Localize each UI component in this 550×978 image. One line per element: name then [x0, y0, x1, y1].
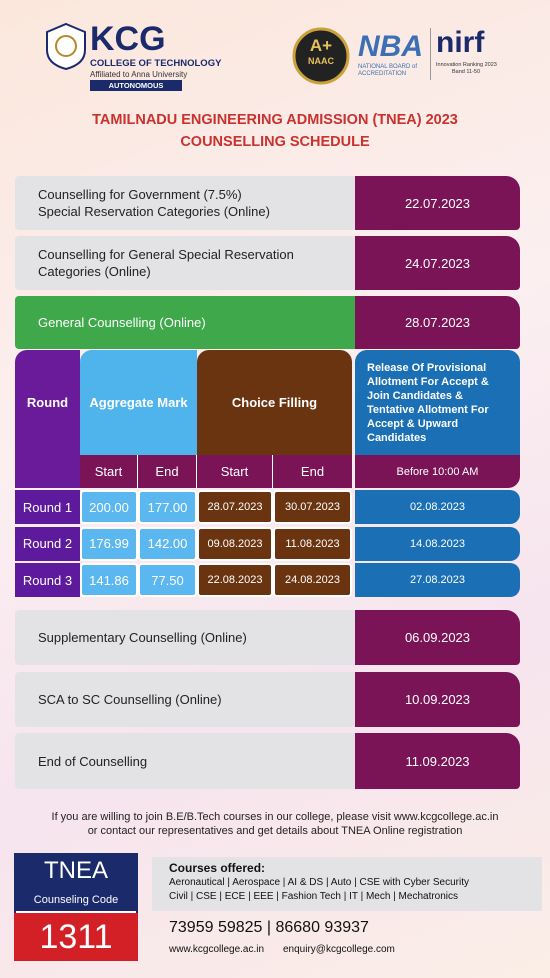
table-subheader: Start: [197, 455, 273, 488]
event: Counselling for General Special Reservat…: [15, 236, 355, 290]
table-cell: 27.08.2023: [355, 563, 520, 597]
table-cell: 142.00: [138, 526, 197, 561]
table-cell: 176.99: [80, 526, 138, 561]
tnea-code: 1311: [14, 913, 138, 961]
table-header: Choice Filling: [197, 350, 352, 455]
event-date: 11.09.2023: [355, 733, 520, 789]
event: End of Counselling: [15, 733, 355, 789]
table-cell: 09.08.2023: [197, 526, 273, 561]
logo-emblem: [46, 22, 86, 70]
naac-badge: [292, 27, 350, 85]
table-cell: 11.08.2023: [273, 526, 352, 561]
table-cell: 22.08.2023: [197, 563, 273, 597]
cell-bg: [15, 455, 80, 488]
logo-status: AUTONOMOUS: [90, 80, 182, 91]
table-cell: 30.07.2023: [273, 490, 352, 524]
website: www.kcgcollege.ac.in: [169, 944, 265, 955]
table-cell: 200.00: [80, 490, 138, 524]
nirf-label: Innovation Ranking 2023: [436, 62, 497, 68]
table-cell: 14.08.2023: [355, 526, 520, 561]
event: SCA to SC Counselling (Online): [15, 672, 355, 727]
table-cell: 28.07.2023: [197, 490, 273, 524]
table-subheader: Before 10:00 AM: [355, 455, 520, 488]
event: Counselling for Government (7.5%) Specia…: [15, 176, 355, 230]
logo-name: KCG: [90, 20, 166, 58]
table-subheader: End: [138, 455, 197, 488]
courses-bg: [152, 857, 542, 911]
title: TAMILNADU ENGINEERING ADMISSION (TNEA) 2…: [92, 112, 458, 128]
table-header: Aggregate Mark: [80, 350, 197, 455]
table-cell: 77.50: [138, 563, 197, 597]
phone: 73959 59825 | 86680 93937: [169, 919, 369, 936]
table-cell: 24.08.2023: [273, 563, 352, 597]
table-cell: 141.86: [80, 563, 138, 597]
courses: Civil | CSE | ECE | EEE | Fashion Tech |…: [169, 891, 459, 902]
table-subheader: End: [273, 455, 352, 488]
subtitle: COUNSELLING SCHEDULE: [180, 134, 370, 150]
nirf-band: Band 11-50: [452, 69, 481, 75]
event-date: 28.07.2023: [355, 296, 520, 349]
nba-name: NBA: [358, 30, 423, 63]
courses-title: Courses offered:: [169, 861, 266, 875]
tnea-sublabel: Counseling Code: [14, 889, 138, 911]
courses: Aeronautical | Aerospace | AI & DS | Aut…: [169, 877, 469, 888]
naac-label: NAAC: [308, 56, 334, 66]
round-label: Round 1: [15, 490, 80, 524]
event-date: 10.09.2023: [355, 672, 520, 727]
event-date: 24.07.2023: [355, 236, 520, 290]
naac-grade: A+: [309, 36, 333, 55]
round-label: Round 2: [15, 526, 80, 561]
round-label: Round 3: [15, 563, 80, 597]
event: Supplementary Counselling (Online): [15, 610, 355, 665]
nirf-name: nirf: [436, 26, 485, 59]
logo-subtitle: COLLEGE OF TECHNOLOGY: [90, 58, 222, 69]
table-header: Round: [15, 350, 80, 455]
table-cell: 02.08.2023: [355, 490, 520, 524]
event: General Counselling (Online): [15, 296, 355, 349]
nba-label: NATIONAL BOARD of ACCREDITATION: [358, 64, 418, 77]
table-cell: 177.00: [138, 490, 197, 524]
table-header: Release Of Provisional Allotment For Acc…: [355, 350, 520, 455]
email: enquiry@kcgcollege.com: [283, 944, 395, 955]
footer-note: If you are willing to join B.E/B.Tech co…: [51, 811, 499, 837]
event-date: 06.09.2023: [355, 610, 520, 665]
divider: [430, 28, 431, 80]
table-subheader: Start: [80, 455, 138, 488]
logo-affiliation: Affiliated to Anna University: [90, 70, 188, 79]
event-date: 22.07.2023: [355, 176, 520, 230]
tnea-label: TNEA: [14, 853, 138, 889]
